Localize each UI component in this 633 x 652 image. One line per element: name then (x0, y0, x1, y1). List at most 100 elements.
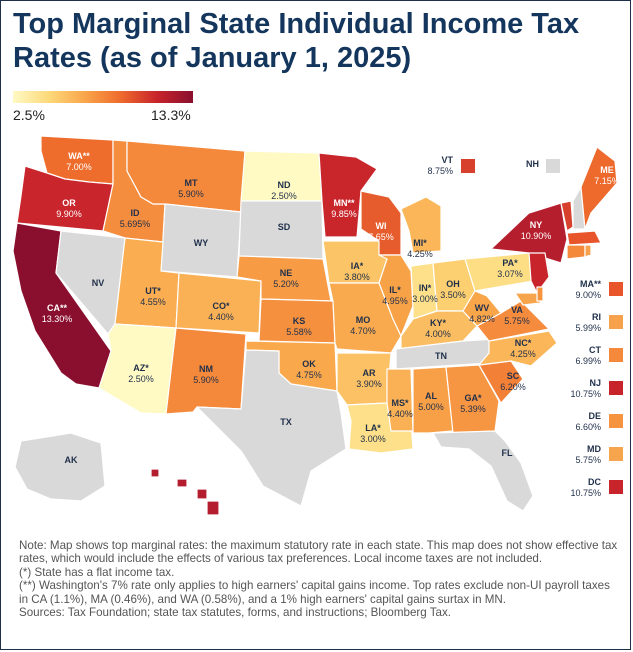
state-rate-sc: 6.20% (500, 382, 526, 392)
side-rate-nj: 10.75% (570, 389, 601, 399)
state-label-ky: KY* (430, 318, 447, 328)
state-label-pa: PA* (502, 258, 518, 268)
state-de (536, 286, 544, 302)
side-swatch-nj (609, 381, 623, 395)
state-rate-ca: 13.30% (42, 314, 73, 324)
state-label-wi: WI (376, 221, 387, 231)
state-label-oh: OH (446, 279, 460, 289)
side-swatch-ma (609, 282, 623, 296)
state-md (514, 292, 542, 306)
state-rate-mi: 4.25% (407, 249, 433, 259)
state-rate-ky: 4.00% (425, 329, 451, 339)
state-rate-il: 4.95% (382, 296, 408, 306)
callout-vt-rate: 8.75% (427, 166, 453, 176)
state-rate-me: 7.15% (594, 176, 620, 186)
state-al (412, 366, 454, 434)
state-label-mi: MI* (413, 238, 427, 248)
state-rate-ms: 4.40% (387, 409, 413, 419)
state-label-co: CO* (212, 301, 230, 311)
state-label-nv: NV (92, 278, 105, 288)
state-label-ia: IA* (351, 261, 364, 271)
state-rate-pa: 3.07% (497, 269, 523, 279)
state-label-nm: NM (199, 364, 213, 374)
state-ri (584, 244, 592, 258)
state-rate-wi: 7.65% (368, 232, 394, 242)
state-label-ms: MS* (391, 398, 409, 408)
state-label-wy: WY (194, 238, 209, 248)
state-rate-hi: 11.00% (161, 497, 191, 507)
state-wv (462, 290, 502, 327)
state-me (580, 146, 618, 230)
state-rate-ne: 5.20% (273, 279, 299, 289)
state-rate-ny: 10.90% (521, 231, 552, 241)
state-label-mn: MN** (333, 198, 354, 208)
callout-vt-swatch (461, 159, 475, 173)
state-rate-co: 4.40% (208, 312, 234, 322)
state-label-id: ID (131, 208, 141, 218)
page-title: Top Marginal State Individual Income Tax… (13, 7, 613, 75)
legend-min-label: 2.5% (13, 107, 45, 123)
state-ma (566, 230, 602, 246)
state-ct (566, 244, 586, 260)
state-rate-mn: 9.85% (331, 209, 357, 219)
side-label-md: MD (587, 444, 601, 454)
state-label-nd: ND (278, 180, 291, 190)
state-ga (445, 364, 500, 434)
state-label-al: AL (425, 391, 437, 401)
state-rate-id: 5.695% (120, 219, 151, 229)
state-rate-nd: 2.50% (271, 191, 297, 201)
state-label-sc: SC (507, 371, 520, 381)
callout-vt-label: VT (441, 155, 453, 165)
state-label-mt: MT (185, 178, 198, 188)
state-rate-va: 5.75% (504, 316, 530, 326)
state-rate-mt: 5.90% (178, 189, 204, 199)
state-rate-in: 3.00% (412, 294, 438, 304)
state-hi (150, 468, 220, 516)
state-nj (528, 252, 550, 294)
state-label-ak: AK (65, 455, 78, 465)
state-label-fl: FL (502, 448, 513, 458)
state-rate-ks: 5.58% (286, 327, 312, 337)
state-rate-mo: 4.70% (350, 326, 376, 336)
state-label-nc: NC* (515, 338, 532, 348)
side-rate-ma: 9.00% (575, 290, 601, 300)
title-line-1: Top Marginal State Individual Income Tax (13, 8, 580, 40)
state-label-or: OR (62, 198, 76, 208)
note-main: Note: Map shows top marginal rates: the … (19, 539, 618, 566)
state-label-wa: WA** (68, 151, 90, 161)
state-rate-ok: 4.75% (296, 370, 322, 380)
state-nc (478, 330, 558, 367)
side-label-nj: NJ (589, 378, 601, 388)
state-rate-nm: 5.90% (193, 375, 219, 385)
side-rate-de: 6.60% (575, 422, 601, 432)
side-swatch-ct (609, 348, 623, 362)
side-label-ct: CT (589, 345, 601, 355)
state-label-ny: NY (530, 220, 543, 230)
state-label-ks: KS (293, 316, 306, 326)
state-label-in: IN* (419, 283, 432, 293)
note-washington: (**) Washington's 7% rate only applies t… (19, 579, 610, 606)
side-rate-dc: 10.75% (570, 488, 601, 498)
state-rate-oh: 3.50% (440, 290, 466, 300)
side-label-de: DE (588, 411, 601, 421)
side-label-ma: MA** (580, 279, 601, 289)
side-rate-ri: 5.99% (575, 323, 601, 333)
state-rate-nc: 4.25% (510, 349, 536, 359)
state-rate-la: 3.00% (360, 434, 386, 444)
state-label-il: IL* (389, 285, 401, 295)
state-label-hi: HI (172, 486, 181, 496)
state-rate-ia: 3.80% (344, 272, 370, 282)
note-flat-tax: (*) State has a flat income tax. (19, 565, 175, 579)
legend-color-scale (13, 91, 193, 103)
state-rate-ar: 3.90% (356, 379, 382, 389)
state-rate-al: 5.00% (418, 402, 444, 412)
state-fl (432, 430, 534, 512)
state-label-ne: NE (280, 268, 293, 278)
side-swatch-de (609, 414, 623, 428)
notes-section: Note: Map shows top marginal rates: the … (19, 539, 619, 619)
side-swatch-dc (609, 480, 623, 494)
state-ms (386, 368, 414, 432)
state-rate-ga: 5.39% (460, 404, 486, 414)
legend-max-label: 13.3% (151, 107, 191, 123)
